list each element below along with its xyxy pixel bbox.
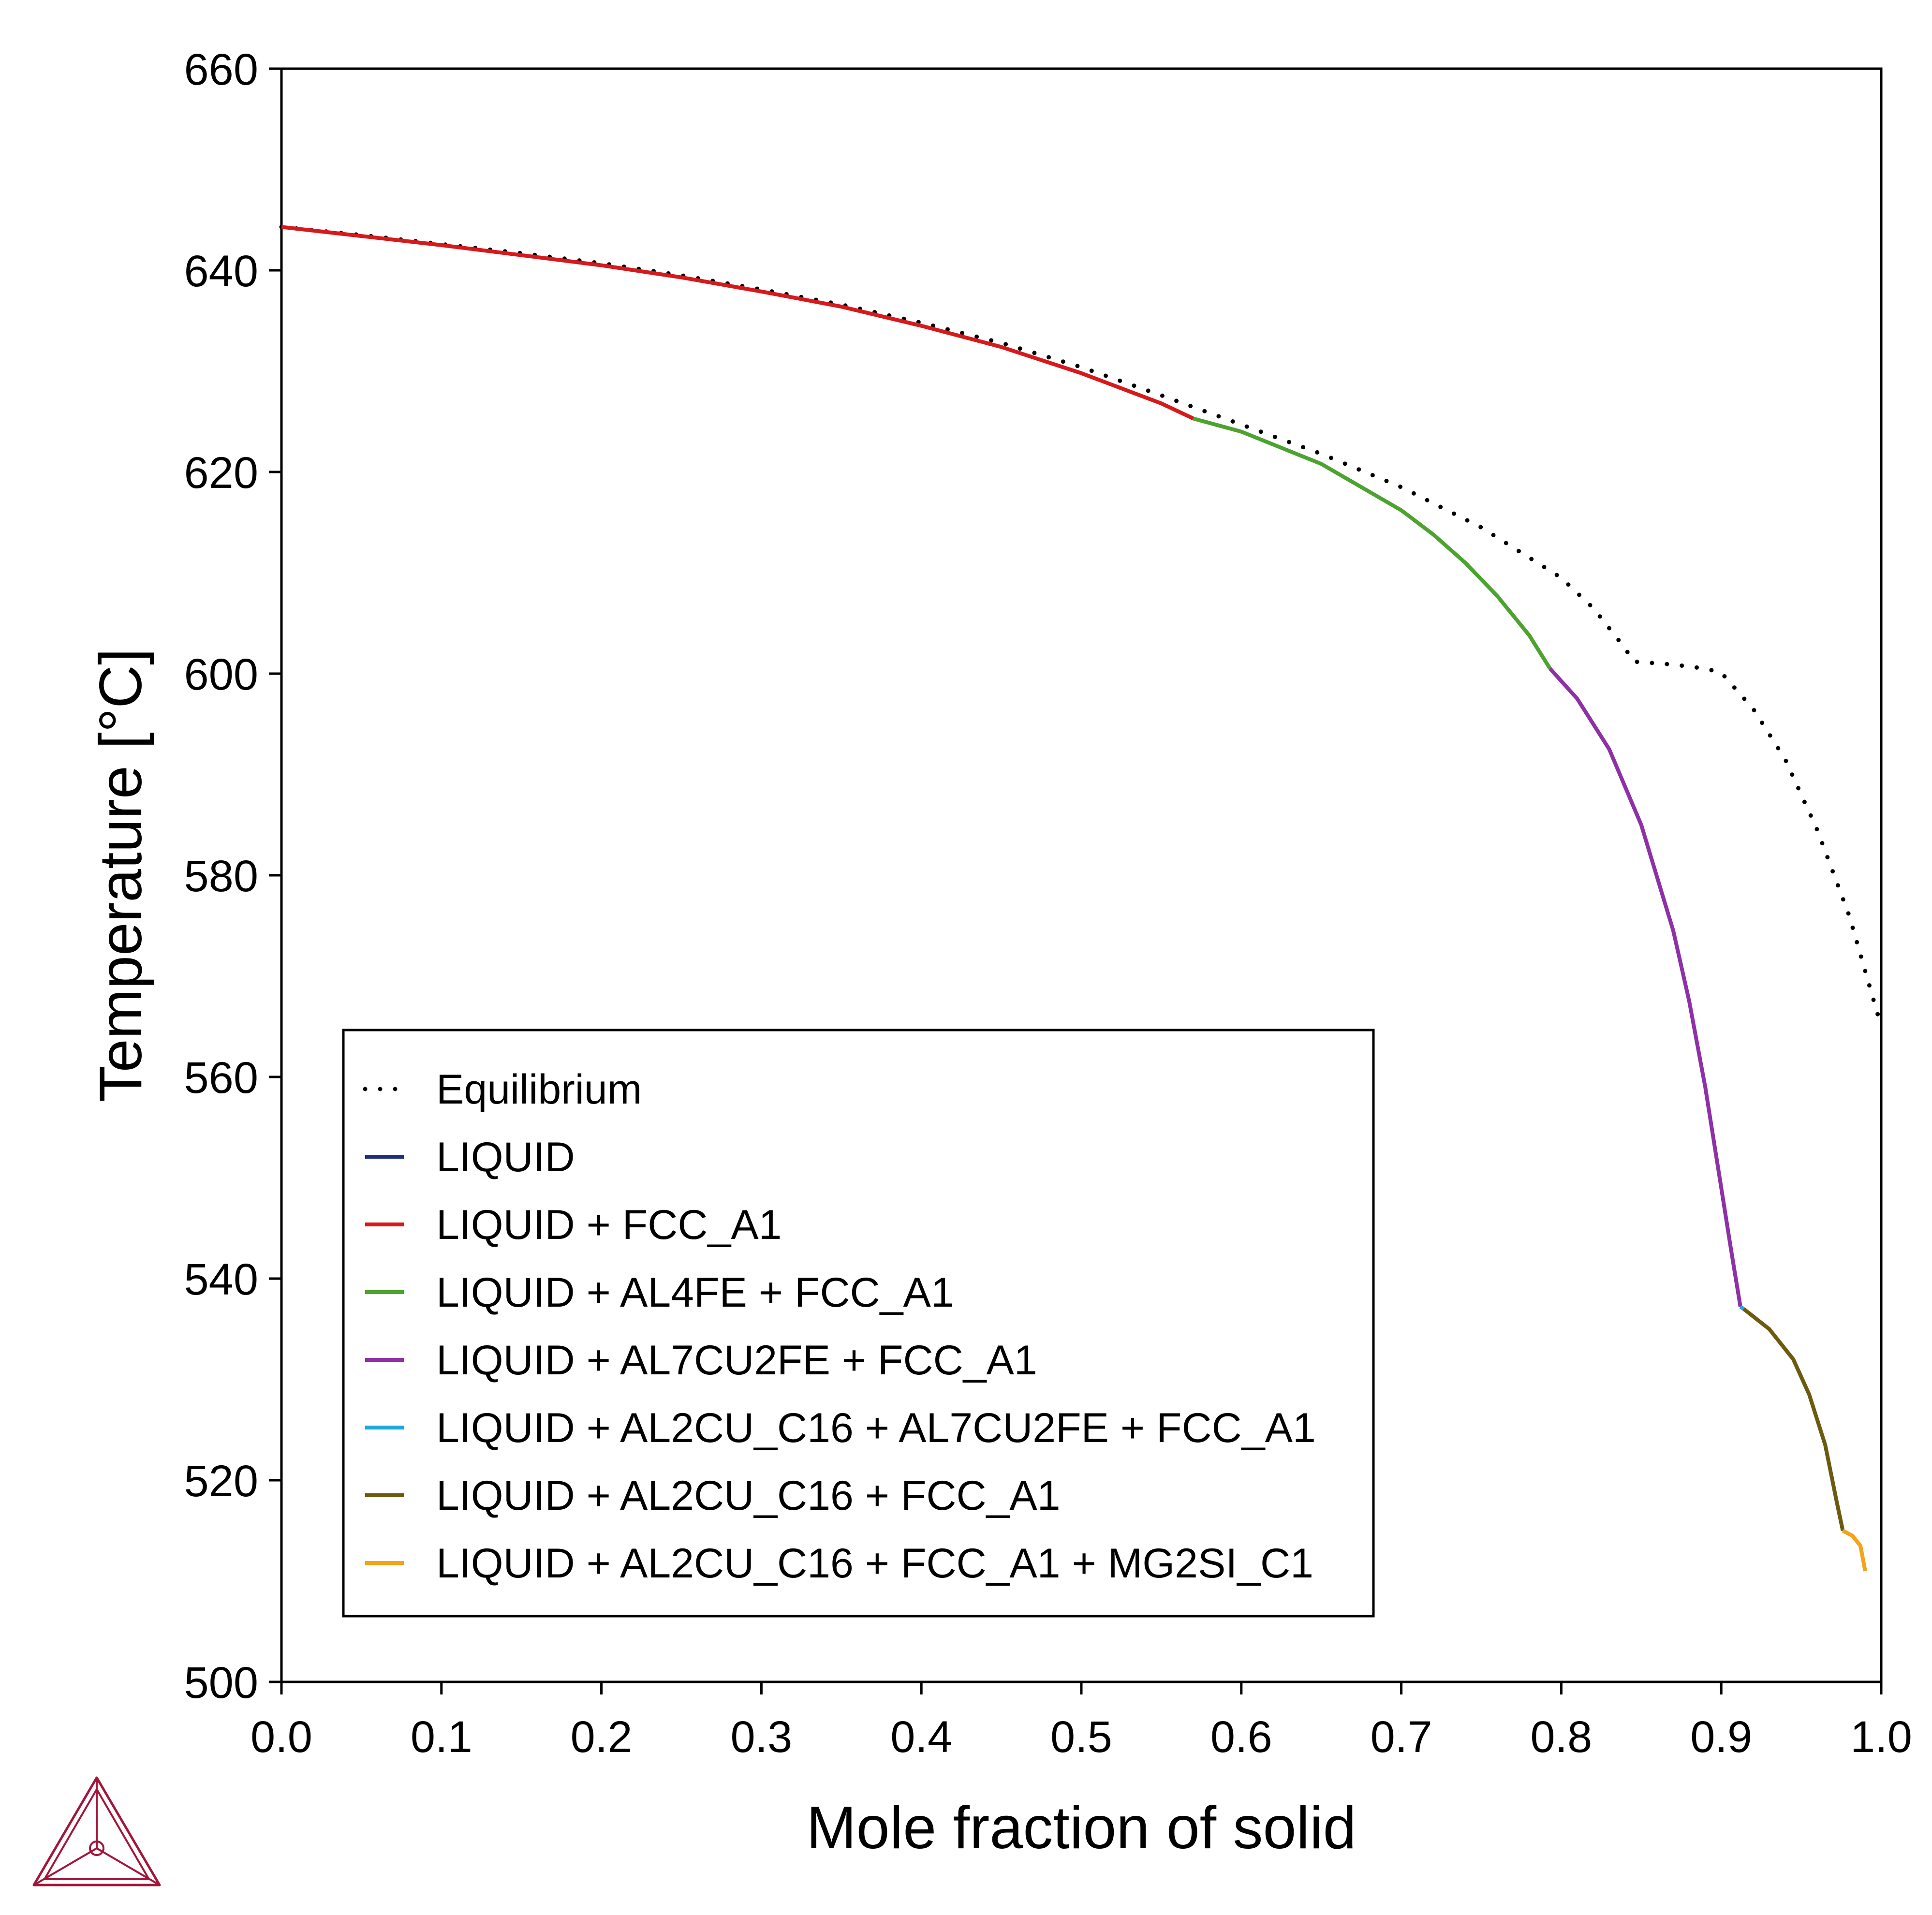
legend-label: LIQUID + AL2CU_C16 + AL7CU2FE + FCC_A1 <box>436 1405 1316 1451</box>
legend-label: LIQUID + FCC_A1 <box>436 1202 782 1248</box>
thermo-calc-logo-icon <box>32 1776 161 1886</box>
legend-item: LIQUID + AL2CU_C16 + FCC_A1 + MG2SI_C1 <box>365 1540 1313 1587</box>
legend-item: LIQUID + AL4FE + FCC_A1 <box>365 1269 954 1316</box>
y-tick-label: 640 <box>184 247 259 296</box>
y-tick-label: 600 <box>184 650 259 699</box>
legend: Equilibrium LIQUID LIQUID + FCC_A1 LIQUID +… <box>342 1029 1375 1618</box>
x-tick-label: 0.0 <box>251 1712 312 1762</box>
series-line-3 <box>1193 416 1552 670</box>
series-line-2 <box>281 225 1195 421</box>
series-line-6 <box>1742 1307 1845 1532</box>
y-tick-label: 660 <box>184 45 259 94</box>
y-tick-label: 540 <box>184 1255 259 1304</box>
x-tick-label: 0.7 <box>1371 1712 1432 1762</box>
y-tick-label: 520 <box>184 1457 259 1506</box>
legend-label: LIQUID + AL2CU_C16 + FCC_A1 + MG2SI_C1 <box>436 1540 1313 1587</box>
x-axis-ticks: 0.0 0.1 0.2 0.3 0.4 0.5 0.6 0.7 0.8 0.9 1.0 <box>251 1682 1912 1762</box>
x-tick-label: 0.2 <box>571 1712 633 1762</box>
legend-item: LIQUID <box>365 1134 575 1180</box>
legend-label: LIQUID + AL2CU_C16 + FCC_A1 <box>436 1473 1061 1519</box>
legend-item: LIQUID + AL7CU2FE + FCC_A1 <box>365 1337 1037 1384</box>
series-layer <box>279 224 1884 1572</box>
legend-box <box>342 1029 1375 1618</box>
series-line-5 <box>1739 1305 1745 1311</box>
y-tick-label: 560 <box>184 1053 259 1103</box>
legend-item: LIQUID + AL2CU_C16 + AL7CU2FE + FCC_A1 <box>365 1405 1316 1451</box>
x-axis-title: Mole fraction of solid <box>806 1795 1356 1861</box>
y-tick-label: 580 <box>184 852 259 901</box>
x-tick-label: 0.6 <box>1210 1712 1272 1762</box>
x-tick-label: 0.5 <box>1050 1712 1112 1762</box>
legend-label: LIQUID <box>436 1134 575 1180</box>
y-axis-ticks: 500 520 540 560 580 600 620 640 660 <box>184 45 281 1708</box>
series-line-4 <box>1549 667 1742 1308</box>
x-tick-label: 0.9 <box>1690 1712 1752 1762</box>
y-axis-title: Temperature [°C] <box>88 648 154 1103</box>
x-tick-label: 0.3 <box>730 1712 792 1762</box>
series-line-7 <box>1842 1529 1867 1572</box>
x-tick-label: 0.4 <box>890 1712 952 1762</box>
legend-label: Equilibrium <box>436 1066 642 1113</box>
legend-label: LIQUID + AL4FE + FCC_A1 <box>436 1269 954 1316</box>
y-tick-label: 500 <box>184 1658 259 1708</box>
legend-item: LIQUID + FCC_A1 <box>365 1202 782 1248</box>
y-tick-label: 620 <box>184 448 259 498</box>
legend-item: Equilibrium <box>363 1066 642 1113</box>
x-tick-label: 0.8 <box>1530 1712 1592 1762</box>
x-tick-label: 0.1 <box>411 1712 472 1762</box>
legend-item: LIQUID + AL2CU_C16 + FCC_A1 <box>365 1473 1061 1519</box>
legend-label: LIQUID + AL7CU2FE + FCC_A1 <box>436 1337 1037 1384</box>
x-tick-label: 1.0 <box>1850 1712 1912 1762</box>
